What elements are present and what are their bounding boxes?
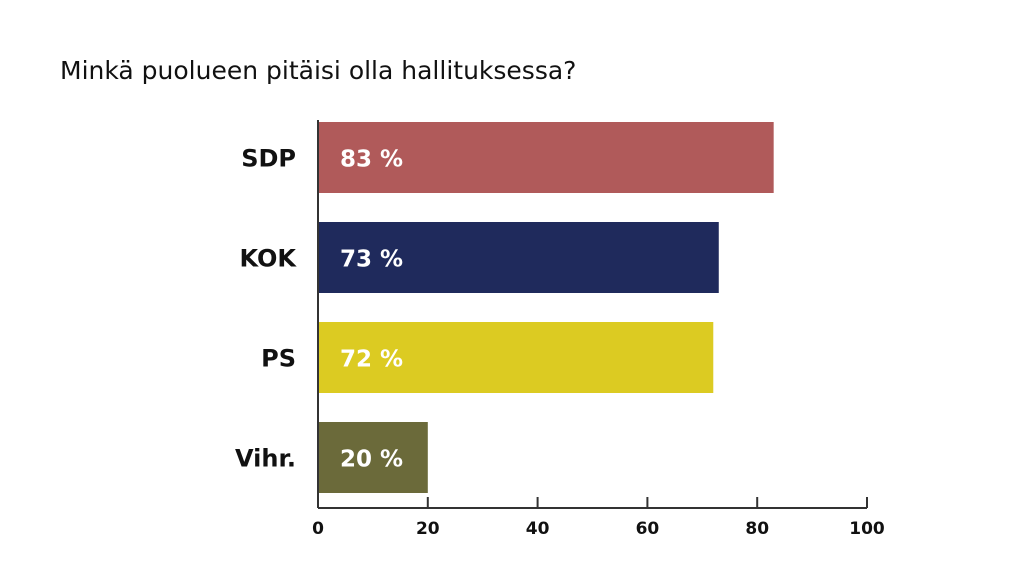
x-tick-label: 60 xyxy=(636,519,660,539)
category-label: KOK xyxy=(239,245,297,273)
data-label: 73 % xyxy=(340,247,403,273)
x-tick-label: 0 xyxy=(312,519,324,539)
category-label: Vihr. xyxy=(235,445,296,473)
x-tick-label: 100 xyxy=(849,519,885,539)
bar-ps xyxy=(318,322,714,393)
bar-kok xyxy=(318,222,719,293)
category-label: PS xyxy=(261,345,296,373)
bar-vihr xyxy=(318,422,428,493)
data-label: 20 % xyxy=(340,447,403,473)
x-tick-label: 20 xyxy=(416,519,440,539)
bar-sdp xyxy=(318,122,774,193)
x-tick-label: 40 xyxy=(526,519,550,539)
chart-title: Minkä puolueen pitäisi olla hallituksess… xyxy=(60,56,577,85)
category-label: SDP xyxy=(241,145,296,173)
data-label: 72 % xyxy=(340,347,403,373)
x-tick-label: 80 xyxy=(745,519,769,539)
data-label: 83 % xyxy=(340,147,403,173)
